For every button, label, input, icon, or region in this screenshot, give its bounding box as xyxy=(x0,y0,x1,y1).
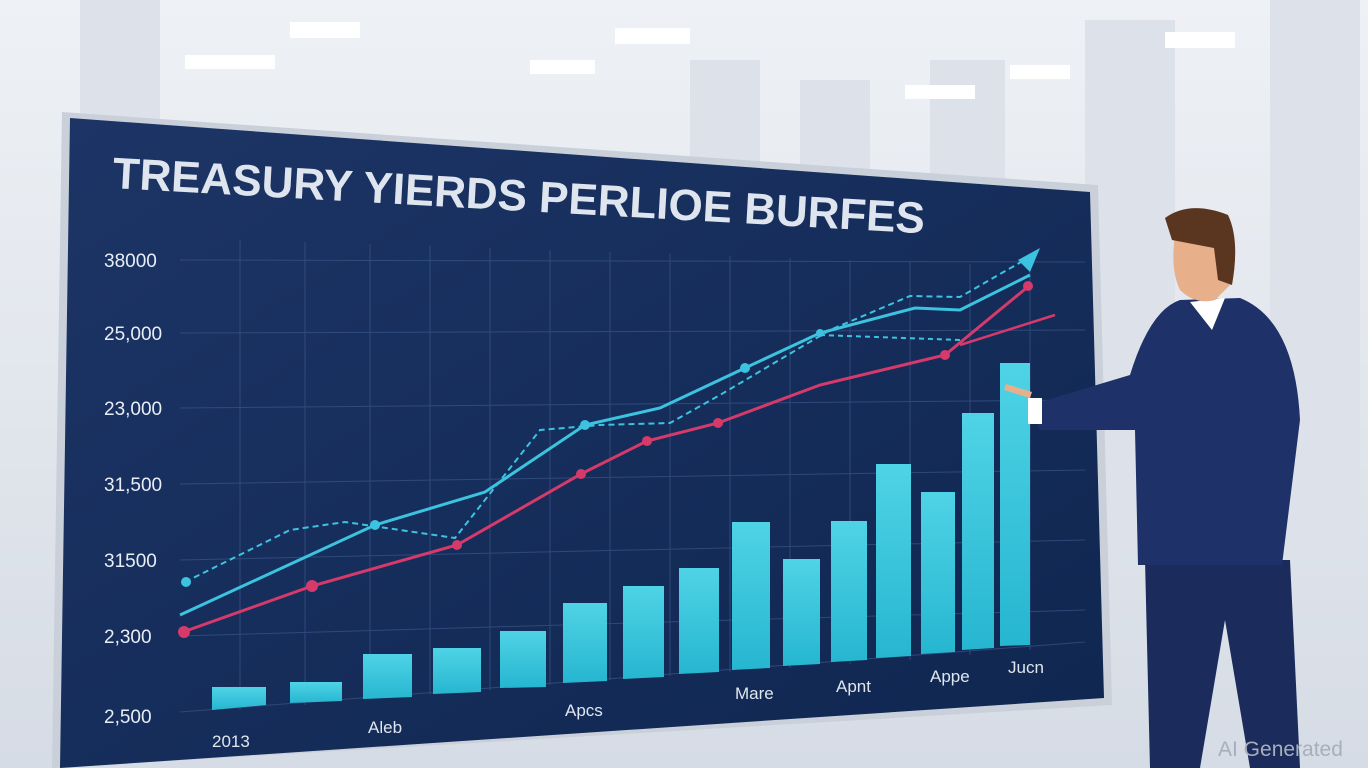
line-solid xyxy=(179,273,1031,617)
x-label: Mare xyxy=(735,684,774,703)
y-label: 2,500 xyxy=(104,707,152,728)
arrow-head xyxy=(1018,248,1040,272)
y-label: 25,000 xyxy=(104,324,162,345)
line-red-2 xyxy=(959,313,1056,347)
x-label: Appe xyxy=(930,667,970,686)
x-label: Apcs xyxy=(565,701,603,720)
ceiling-lights xyxy=(185,22,1235,99)
x-labels: 2013 Aleb Apcs Mare Apnt Appe Jucn xyxy=(212,658,1044,751)
x-label: Jucn xyxy=(1008,658,1044,677)
y-label: 31500 xyxy=(104,551,157,572)
y-label: 2,300 xyxy=(104,627,152,648)
x-label: Aleb xyxy=(368,718,402,737)
x-label: Apnt xyxy=(836,677,871,696)
x-label: 2013 xyxy=(212,732,250,751)
y-label: 31,500 xyxy=(104,475,162,496)
line-dashed xyxy=(184,257,1029,583)
watermark: AI Generated xyxy=(1218,738,1343,761)
y-labels: 38000 25,000 23,000 31,500 31500 2,300 2… xyxy=(104,251,162,728)
y-label: 23,000 xyxy=(104,399,162,420)
y-label: 38000 xyxy=(104,251,157,272)
markers xyxy=(178,281,1033,638)
presenter xyxy=(1004,208,1300,768)
bars xyxy=(212,363,1030,710)
